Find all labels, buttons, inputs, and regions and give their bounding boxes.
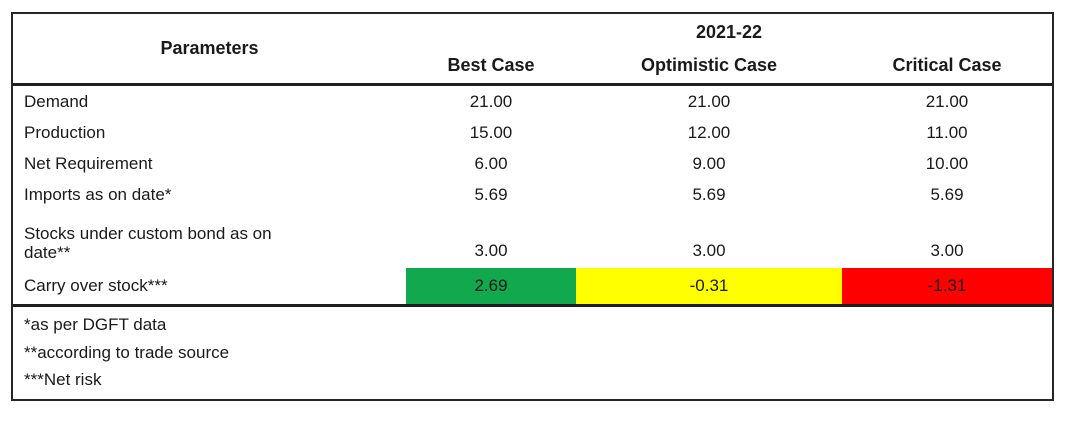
table-row-imports: Imports as on date* 5.69 5.69 5.69 (13, 179, 1052, 210)
table-row-carry-over-stock: Carry over stock*** 2.69 -0.31 -1.31 (13, 268, 1052, 304)
row-label: Stocks under custom bond as on date** (13, 224, 406, 268)
row-label-line-1: Stocks under custom bond as on (24, 223, 272, 243)
table-row-demand: Demand 21.00 21.00 21.00 (13, 86, 1052, 117)
table-row-production: Production 15.00 12.00 11.00 (13, 117, 1052, 148)
cell-value: 6.00 (474, 153, 508, 173)
cell-value: 11.00 (926, 122, 968, 142)
row-label: Imports as on date* (24, 184, 172, 204)
carry-over-critical-cell: -1.31 (842, 268, 1052, 304)
carry-over-best-cell: 2.69 (406, 268, 576, 304)
cell-value: 10.00 (925, 153, 969, 173)
cell-value: 3.00 (930, 241, 964, 260)
cell-value: 21.00 (469, 91, 513, 111)
cell-value: 21.00 (925, 91, 969, 111)
row-label: Net Requirement (24, 153, 153, 173)
footnote-net-risk: ***Net risk (24, 370, 102, 390)
cell-value: 3.00 (474, 241, 508, 260)
carry-over-optimistic-cell: -0.31 (576, 268, 842, 304)
row-label: Demand (24, 91, 89, 111)
cell-value: 12.00 (687, 122, 731, 142)
table-row-net-requirement: Net Requirement 6.00 9.00 10.00 (13, 148, 1052, 179)
cell-value: 15.00 (469, 122, 513, 142)
cell-value: 9.00 (692, 153, 726, 173)
table-body: Demand 21.00 21.00 21.00 Production 15.0… (13, 86, 1052, 304)
row-label: Carry over stock*** (24, 276, 168, 296)
cell-value: 5.69 (692, 184, 726, 204)
case-header-best: Best Case (447, 55, 535, 75)
parameters-column-header: Parameters (160, 38, 259, 58)
row-label-line-2: date** (24, 243, 71, 263)
footnote-trade-source: **according to trade source (24, 342, 230, 362)
parameters-table: Parameters 2021-22 Best Case Optimistic … (11, 12, 1054, 401)
cell-value: 5.69 (930, 184, 964, 204)
cell-value: 3.00 (692, 241, 726, 260)
case-header-optimistic: Optimistic Case (640, 55, 778, 75)
row-label: Production (24, 122, 106, 142)
cell-value: 5.69 (474, 184, 508, 204)
footnote-dgft: *as per DGFT data (24, 314, 167, 334)
cell-value: 21.00 (687, 91, 731, 111)
case-headers-row: Best Case Optimistic Case Critical Case (406, 55, 1052, 76)
case-header-critical: Critical Case (892, 55, 1002, 75)
table-row-stocks-custom-bond: Stocks under custom bond as on date** 3.… (13, 210, 1052, 268)
table-header: Parameters 2021-22 Best Case Optimistic … (13, 14, 1052, 86)
year-header: 2021-22 (695, 22, 763, 42)
table-footnotes: *as per DGFT data **according to trade s… (13, 304, 1052, 399)
